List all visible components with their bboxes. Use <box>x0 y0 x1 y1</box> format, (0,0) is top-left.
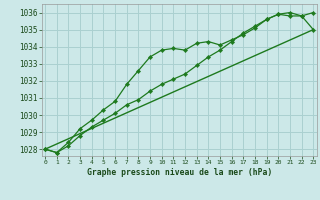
X-axis label: Graphe pression niveau de la mer (hPa): Graphe pression niveau de la mer (hPa) <box>87 168 272 177</box>
